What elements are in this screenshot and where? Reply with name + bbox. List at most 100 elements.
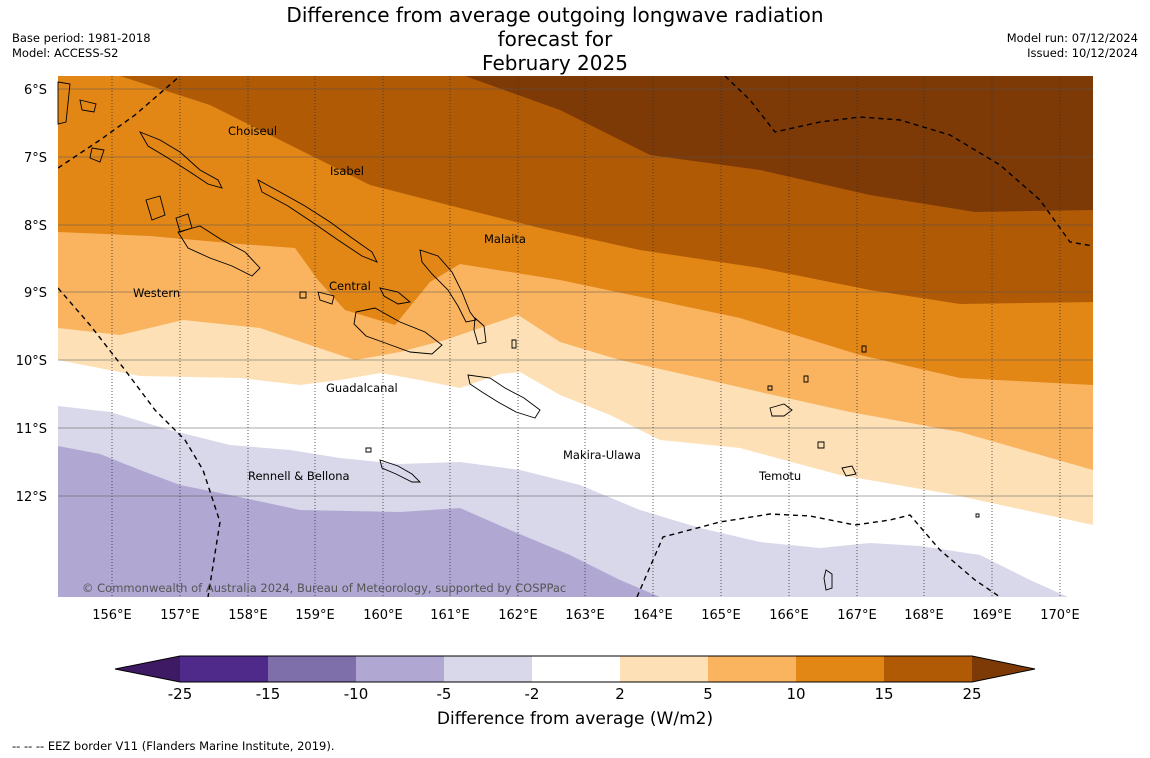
colorbar-segment-7 [708,656,796,682]
colorbar-segment-6 [620,656,708,682]
model-run: Model run: 07/12/2024 [1006,31,1138,45]
shortland-islands [79,99,105,163]
vanuatu-banks-islands [823,569,833,591]
colorbar-segment-2 [268,656,356,682]
cb-tick-7: 5 [703,685,713,703]
cb-tick-4: -5 [437,685,452,703]
bougainville-coast [57,81,71,125]
colorbar-segment-4 [444,656,532,682]
malaita-island [419,249,477,323]
colorbar-segment-3 [356,656,444,682]
florida-savo-islands [379,287,412,305]
colorbar-high-extension [972,656,1035,682]
place-labels: Choiseul Isabel Malaita Western Central … [133,124,801,483]
reef-islands [767,375,809,391]
lon-label-157e: 157°E [160,608,200,623]
lat-label-10s: 10°S [16,354,47,369]
cb-tick-1: -25 [168,685,193,703]
copyright-notice: © Commonwealth of Australia 2024, Bureau… [82,581,566,595]
meta-left: Base period: 1981-2018 Model: ACCESS-S2 [12,31,151,61]
lat-label-11s: 11°S [16,422,47,437]
lon-label-162e: 162°E [498,608,538,623]
guadalcanal-island [353,307,443,355]
tikopia-island [975,513,980,518]
lat-label-7s: 7°S [24,151,47,166]
cb-tick-6: 2 [615,685,625,703]
lat-label-6s: 6°S [24,83,47,98]
eez-border [58,76,1093,597]
cb-tick-8: 10 [786,685,805,703]
band-lavender [58,446,660,597]
lon-label-161e: 161°E [430,608,470,623]
ulawa-island [511,339,517,349]
lat-label-9s: 9°S [24,286,47,301]
colorbar-outline [114,655,1036,683]
lon-label-169e: 169°E [972,608,1012,623]
longitude-axis-labels: 156°E 157°E 158°E 159°E 160°E 161°E 162°… [92,608,1080,623]
map-area [58,76,1093,597]
new-georgia-island [177,225,261,277]
lon-label-170e: 170°E [1040,608,1080,623]
map-title: Difference from average outgoing longwav… [250,3,860,75]
isabel-island [257,179,378,263]
lon-label-158e: 158°E [228,608,268,623]
lon-label-167e: 167°E [837,608,877,623]
duff-islands [861,345,867,353]
lon-label-156e: 156°E [92,608,132,623]
colorbar-segment-9 [884,656,972,682]
label-guadalcanal: Guadalcanal [326,381,398,395]
latitude-lines [58,88,1093,497]
russell-islands [299,291,307,299]
small-malaita-island [473,317,487,345]
bellona-island [365,447,372,453]
lon-label-160e: 160°E [363,608,403,623]
label-western: Western [133,286,180,300]
choiseul-island [138,131,223,189]
cb-tick-3: -10 [344,685,369,703]
colorbar-tick-labels: -25 -15 -10 -5 -2 2 5 10 15 25 [168,685,982,703]
cb-tick-2: -15 [256,685,281,703]
utupua-island [817,441,825,449]
label-central: Central [329,279,371,293]
lon-label-165e: 165°E [701,608,741,623]
lon-label-164e: 164°E [633,608,673,623]
label-malaita: Malaita [484,232,526,246]
label-makira-ulawa: Makira-Ulawa [563,448,641,462]
lon-label-166e: 166°E [769,608,809,623]
vanikoro-island [841,465,857,477]
nggela-islands [317,291,335,305]
latitude-axis-labels: 6°S 7°S 8°S 9°S 10°S 11°S 12°S [16,83,47,505]
model-name: Model: ACCESS-S2 [12,46,119,60]
lon-label-159e: 159°E [295,608,335,623]
rennell-island [379,459,422,483]
cb-tick-10: 25 [962,685,981,703]
kolombangara-island [175,213,193,233]
cb-tick-5: -2 [525,685,540,703]
cb-tick-9: 15 [874,685,893,703]
title-line-2: February 2025 [482,51,628,75]
vella-lavella-island [145,195,166,221]
meta-right: Model run: 07/12/2024 Issued: 10/12/2024 [1007,31,1138,61]
lat-label-12s: 12°S [16,490,47,505]
label-rennell-bellona: Rennell & Bellona [248,469,350,483]
label-choiseul: Choiseul [228,124,277,138]
lat-label-8s: 8°S [24,219,47,234]
colorbar-segment-1 [180,656,268,682]
colorbar-title: Difference from average (W/m2) [436,709,714,729]
label-isabel: Isabel [330,164,364,178]
label-temotu: Temotu [758,469,801,483]
eez-footnote: -- -- -- EEZ border V11 (Flanders Marine… [12,739,335,753]
coastlines [57,81,980,591]
colorbar [114,655,1036,683]
base-period: Base period: 1981-2018 [12,31,151,45]
makira-island [467,374,541,419]
santa-cruz-island [769,403,793,417]
colorbar-low-extension [115,656,180,682]
issued-date: Issued: 10/12/2024 [1027,46,1138,60]
title-line-1: Difference from average outgoing longwav… [286,3,824,51]
colorbar-segment-5 [532,656,620,682]
lon-label-163e: 163°E [565,608,605,623]
colorbar-segment-8 [796,656,884,682]
lon-label-168e: 168°E [904,608,944,623]
